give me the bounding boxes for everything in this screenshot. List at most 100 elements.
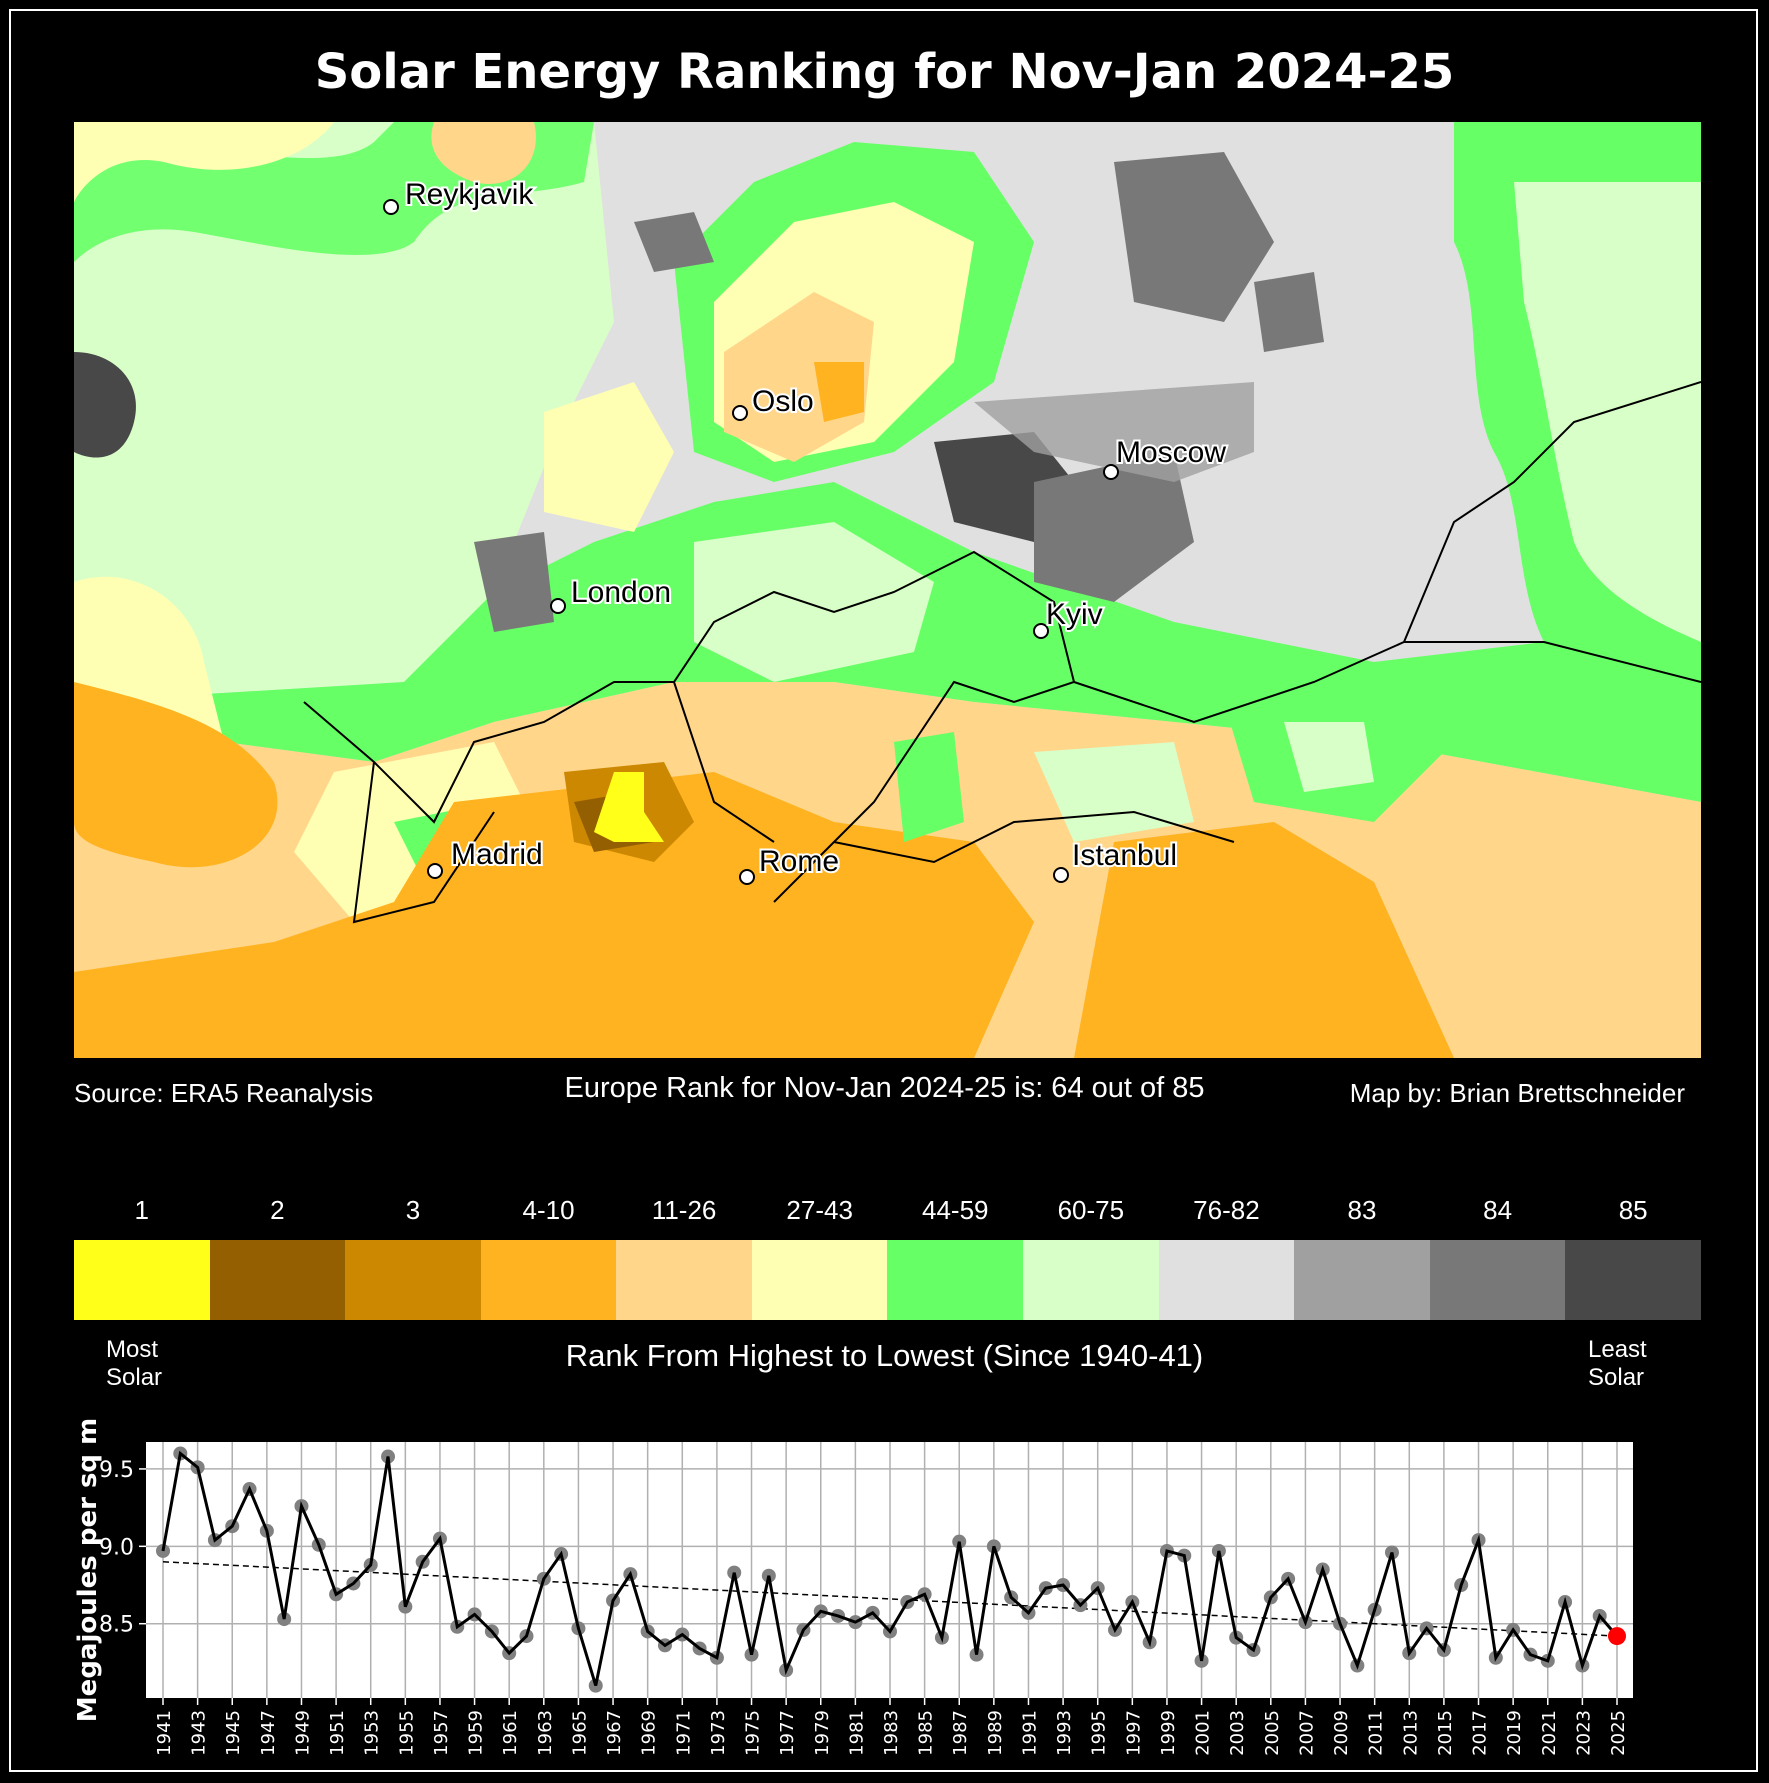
x-tick-label: 1967 [604, 1710, 625, 1756]
x-tick-label: 1989 [985, 1710, 1006, 1756]
x-tick-label: 1971 [673, 1710, 694, 1756]
figure-frame [9, 9, 1758, 1772]
x-tick-label: 1965 [569, 1710, 590, 1756]
colorbar-label: 1 [134, 1195, 150, 1225]
x-tick-label: 2011 [1366, 1710, 1387, 1756]
x-tick-label: 2017 [1470, 1710, 1491, 1756]
svg-text:Reykjavik: Reykjavik [405, 178, 534, 211]
colorbar-swatch [1158, 1240, 1295, 1320]
x-tick-label: 1955 [396, 1710, 417, 1756]
x-tick-label: 1997 [1123, 1710, 1144, 1756]
colorbar-label: 27-43 [786, 1195, 853, 1225]
y-tick-label: 9.0 [99, 1535, 134, 1560]
colorbar-label: 4-10 [522, 1195, 575, 1225]
map-region-4-10 [1074, 822, 1454, 1058]
map-canvas: Reykjavik Oslo Moscow London Kyiv Madrid… [74, 122, 1701, 1058]
colorbar-least-solar: Least Solar [1588, 1336, 1647, 1391]
x-tick-label: 1977 [777, 1710, 798, 1756]
x-tick-label: 1949 [292, 1710, 313, 1756]
city-kyiv: Kyiv [1033, 596, 1105, 639]
colorbar-labels: 1 2 3 4-10 11-26 27-43 44-59 60-75 76-82 83 84 85 [74, 1195, 1701, 1226]
svg-text:London: London [571, 576, 671, 609]
x-tick-label: 1947 [258, 1710, 279, 1756]
x-tick-label: 1969 [639, 1710, 660, 1756]
map-region-1 [594, 772, 664, 842]
colorbar-swatch [74, 1240, 210, 1320]
svg-text:Madrid: Madrid [451, 838, 543, 871]
colorbar-swatch [616, 1240, 752, 1320]
map-region-83 [974, 382, 1254, 482]
x-tick-label: 2009 [1331, 1710, 1352, 1756]
colorbar-swatch [1294, 1240, 1430, 1320]
x-tick-label: 1975 [743, 1710, 764, 1756]
map-region-27-43 [74, 122, 334, 202]
colorbar-most-solar: Most Solar [106, 1336, 163, 1391]
x-tick-label: 2005 [1262, 1710, 1283, 1756]
x-tick-label: 1973 [708, 1710, 729, 1756]
colorbar-swatch [480, 1240, 617, 1320]
map-region-27-43 [544, 382, 674, 532]
x-tick-label: 2015 [1435, 1710, 1456, 1756]
x-tick-label: 1979 [812, 1710, 833, 1756]
city-istanbul: Istanbul [1053, 837, 1179, 883]
y-tick-label: 8.5 [99, 1613, 134, 1638]
map-region-84 [634, 212, 714, 272]
x-tick-label: 1999 [1158, 1710, 1179, 1756]
trend-line [162, 1561, 1618, 1637]
time-series-chart: 1941 1943 1945 1947 1949 1951 1953 1955 1957 1959… [99, 1442, 1633, 1756]
city-rome: Rome [739, 843, 841, 885]
map-region-44-59 [894, 732, 964, 842]
x-tick-label: 1957 [431, 1710, 452, 1756]
x-tick-label: 2007 [1296, 1710, 1317, 1756]
svg-text:Istanbul: Istanbul [1072, 839, 1177, 872]
x-tick-label: 1991 [1019, 1710, 1040, 1756]
x-tick-label: 2013 [1400, 1710, 1421, 1756]
colorbar-swatch [751, 1240, 888, 1320]
map-region-85 [74, 352, 136, 458]
colorbar-label: 76-82 [1193, 1195, 1260, 1225]
x-tick-label: 2021 [1539, 1710, 1560, 1756]
colorbar [74, 1240, 1701, 1320]
colorbar-swatch [1429, 1240, 1566, 1320]
map-region-60-75 [1284, 722, 1374, 792]
colorbar-swatch [209, 1240, 346, 1320]
rank-summary: Europe Rank for Nov-Jan 2024-25 is: 64 o… [564, 1072, 1205, 1104]
x-tick-label: 1981 [846, 1710, 867, 1756]
city-madrid: Madrid [427, 836, 545, 879]
city-oslo: Oslo [732, 383, 816, 421]
x-tick-label: 2003 [1227, 1710, 1248, 1756]
colorbar-swatch [887, 1240, 1024, 1320]
x-tick-label: 1983 [881, 1710, 902, 1756]
x-tick-label: 2023 [1573, 1710, 1594, 1756]
x-tick-label: 1953 [362, 1710, 383, 1756]
colorbar-swatch [345, 1240, 481, 1320]
colorbar-swatch [1023, 1240, 1159, 1320]
map-region-4-10 [814, 362, 864, 422]
x-tick-label: 2025 [1608, 1710, 1629, 1756]
europe-rank-map: Reykjavik Oslo Moscow London Kyiv Madrid… [74, 122, 1701, 1058]
map-region-84 [474, 532, 554, 632]
map-region-84 [1034, 452, 1194, 602]
y-tick-label: 9.5 [99, 1458, 134, 1483]
colorbar-label: 83 [1347, 1195, 1377, 1225]
source-label: Source: ERA5 Reanalysis [74, 1078, 374, 1108]
map-region-84 [1114, 152, 1274, 322]
x-tick-label: 1941 [154, 1710, 175, 1756]
colorbar-title: Rank From Highest to Lowest (Since 1940-… [565, 1338, 1204, 1373]
x-tick-label: 2019 [1504, 1710, 1525, 1756]
colorbar-label: 11-26 [651, 1195, 717, 1225]
svg-text:Moscow: Moscow [1116, 436, 1226, 469]
x-tick-label: 1987 [950, 1710, 971, 1756]
x-tick-label: 1945 [223, 1710, 244, 1756]
x-tick-label: 1985 [916, 1710, 937, 1756]
map-region-11-26 [431, 122, 536, 184]
x-tick-label: 1943 [189, 1710, 210, 1756]
map-region-4-10 [74, 772, 1034, 1058]
svg-text:Kyiv: Kyiv [1046, 598, 1103, 631]
highlight-point-2025 [1608, 1627, 1626, 1646]
x-tick-label: 1951 [327, 1710, 348, 1756]
data-point [156, 1543, 170, 1558]
map-region-84 [1254, 272, 1324, 352]
city-reykjavik: Reykjavik [383, 176, 536, 215]
colorbar-label: 3 [405, 1195, 421, 1225]
